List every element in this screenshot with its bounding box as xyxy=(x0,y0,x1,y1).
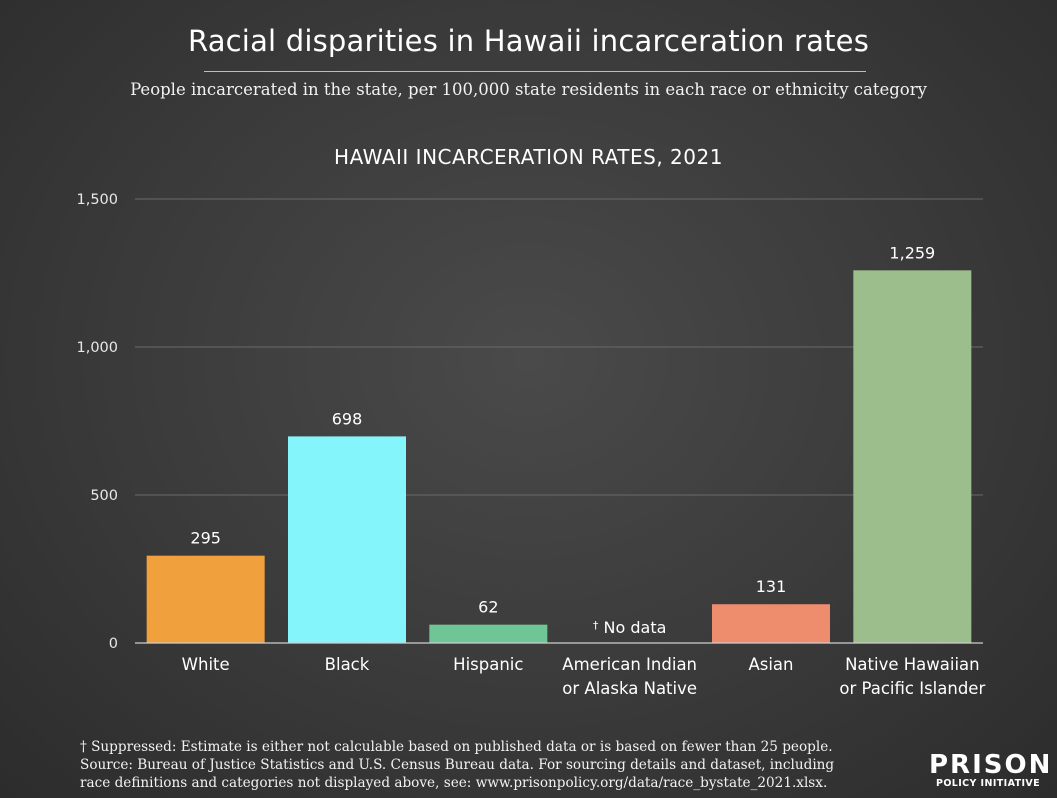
data-label: 295 xyxy=(190,529,221,548)
footnote: † Suppressed: Estimate is either not cal… xyxy=(80,738,930,792)
page-subtitle: People incarcerated in the state, per 10… xyxy=(130,80,927,99)
x-tick-label: or Alaska Native xyxy=(562,679,697,698)
no-data-label: † No data xyxy=(593,618,666,637)
bar xyxy=(288,436,406,643)
x-tick-label: White xyxy=(182,655,230,674)
x-tick-label: Hispanic xyxy=(453,655,523,674)
bar xyxy=(853,270,972,643)
bar xyxy=(429,624,548,643)
title-divider xyxy=(204,71,866,72)
x-tick-label: or Pacific Islander xyxy=(839,679,985,698)
x-tick-label: Asian xyxy=(748,655,793,674)
footnote-suppressed: † Suppressed: Estimate is either not cal… xyxy=(80,739,833,755)
x-tick-label: American Indian xyxy=(562,655,697,674)
logo-main-text: PRISON xyxy=(929,750,1053,780)
data-label: 1,259 xyxy=(889,243,935,262)
chart-title: HAWAII INCARCERATION RATES, 2021 xyxy=(334,145,723,169)
data-label: 698 xyxy=(332,409,363,428)
y-tick-label: 1,500 xyxy=(76,192,118,208)
bar xyxy=(146,555,265,643)
footnote-source: Source: Bureau of Justice Statistics and… xyxy=(80,757,835,773)
footnote-dataset: race definitions and categories not disp… xyxy=(80,775,828,791)
y-tick-label: 1,000 xyxy=(76,340,118,356)
x-tick-label: Native Hawaiian xyxy=(845,655,980,674)
page-title: Racial disparities in Hawaii incarcerati… xyxy=(187,24,870,58)
y-tick-label: 0 xyxy=(109,636,118,652)
y-tick-label: 500 xyxy=(90,488,118,504)
x-tick-label: Black xyxy=(325,655,370,674)
data-label: 131 xyxy=(756,577,787,596)
logo-sub-text: POLICY INITIATIVE xyxy=(935,778,1041,789)
data-label: 62 xyxy=(478,598,498,617)
bar xyxy=(712,604,830,643)
prison-policy-initiative-logo: PRISON POLICY INITIATIVE xyxy=(929,750,1053,790)
